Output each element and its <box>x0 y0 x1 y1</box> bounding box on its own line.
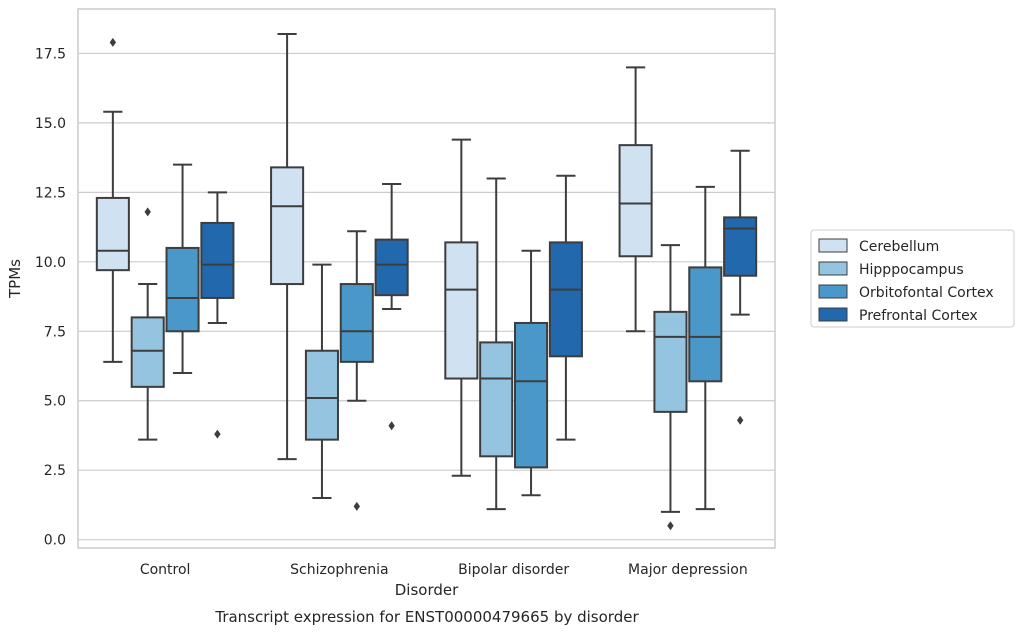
outlier-point <box>144 207 151 217</box>
x-tick-label: Schizophrenia <box>290 562 388 578</box>
box-cerebellum <box>270 33 305 461</box>
outlier-point <box>109 37 117 47</box>
legend: Cerebellum Hipppocampus Orbitofontal Corte… <box>810 229 1015 328</box>
y-tick-label: 7.5 <box>44 324 66 340</box>
box-hipppocampus <box>479 177 514 511</box>
box-body <box>165 246 200 333</box>
y-tick-label: 5.0 <box>44 394 66 410</box>
outlier-point <box>736 415 744 425</box>
box-prefrontal-cortex <box>723 149 758 425</box>
box-cerebellum <box>618 66 653 333</box>
legend-frame <box>810 229 1015 328</box>
y-tick-label: 17.5 <box>35 46 66 62</box>
x-tick-label: Control <box>140 562 191 578</box>
box-groups <box>95 33 758 531</box>
box-body <box>200 221 235 299</box>
y-tick-label: 2.5 <box>44 463 66 479</box>
box-body <box>95 196 130 272</box>
box-body <box>548 241 583 358</box>
legend-label: Orbitofontal Cortex <box>859 285 994 301</box>
box-orbitofontal-cortex <box>514 249 549 497</box>
x-tick-label: Bipolar disorder <box>458 562 569 578</box>
box-body <box>514 321 549 469</box>
outlier-point <box>388 421 395 431</box>
box-body <box>479 341 514 458</box>
box-prefrontal-cortex <box>548 174 583 441</box>
legend-label: Cerebellum <box>859 239 939 255</box>
legend-swatch <box>818 307 848 322</box>
x-axis-label: Disorder <box>395 581 459 599</box>
box-body <box>688 266 723 383</box>
y-tick-label: 0.0 <box>44 533 66 549</box>
box-body <box>653 310 688 413</box>
box-orbitofontal-cortex <box>688 185 723 511</box>
box-body <box>339 283 374 363</box>
chart-caption: Transcript expression for ENST0000047966… <box>214 608 639 626</box>
legend-label: Prefrontal Cortex <box>859 308 978 324</box>
box-body <box>444 241 479 380</box>
x-tick-label: Major depression <box>628 562 748 578</box>
box-body <box>374 238 409 297</box>
box-cerebellum <box>444 138 479 477</box>
box-cerebellum <box>95 37 130 363</box>
y-axis-label: TPMs <box>6 259 24 299</box>
box-hipppocampus <box>653 244 688 531</box>
outlier-point <box>667 521 674 531</box>
y-axis-ticks: 0.0 2.5 5.0 7.5 10.0 12.5 15.0 17.5 <box>35 46 66 548</box>
y-tick-label: 15.0 <box>35 116 66 132</box>
legend-swatch <box>818 261 848 276</box>
outlier-point <box>353 501 360 511</box>
plot-frame <box>77 8 776 549</box>
box-body <box>723 216 758 277</box>
box-body <box>270 166 305 286</box>
box-hipppocampus <box>304 263 339 499</box>
box-body <box>618 144 653 258</box>
legend-swatch <box>818 238 848 253</box>
box-hipppocampus <box>130 207 165 441</box>
outlier-point <box>214 429 221 439</box>
y-tick-label: 10.0 <box>35 255 66 271</box>
box-prefrontal-cortex <box>374 183 409 431</box>
x-axis-ticks: Control Schizophrenia Bipolar disorder Majo… <box>140 562 748 578</box>
y-tick-label: 12.5 <box>35 185 66 201</box>
box-body <box>130 316 165 388</box>
box-body <box>304 349 339 441</box>
legend-label: Hipppocampus <box>859 262 964 278</box>
box-prefrontal-cortex <box>200 191 235 439</box>
box-orbitofontal-cortex <box>339 230 374 511</box>
legend-swatch <box>818 284 848 299</box>
box-orbitofontal-cortex <box>165 163 200 374</box>
